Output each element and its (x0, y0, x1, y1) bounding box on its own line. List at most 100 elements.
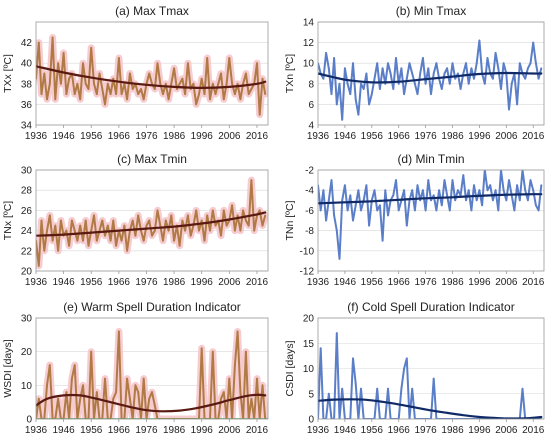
data-point (376, 62, 379, 65)
data-point (253, 229, 256, 232)
y-tick-label: 28 (21, 186, 33, 197)
data-point (162, 239, 164, 242)
data-point (502, 62, 505, 65)
x-tick-label: 1956 (80, 425, 103, 436)
y-tick-label: 22 (21, 246, 33, 257)
data-point (250, 397, 253, 400)
data-point (129, 397, 131, 400)
data-point (540, 67, 543, 70)
data-point (395, 57, 397, 59)
data-point (443, 179, 446, 182)
data-point (403, 93, 405, 95)
data-point (414, 209, 416, 212)
data-point (112, 219, 115, 222)
data-point (261, 224, 264, 227)
data-point (365, 184, 368, 187)
data-point (73, 93, 76, 95)
data-point (435, 62, 438, 65)
data-point (51, 239, 54, 242)
data-point (432, 194, 435, 197)
data-point (333, 214, 335, 217)
data-point (189, 234, 192, 237)
data-point (87, 88, 90, 90)
data-point (54, 98, 57, 101)
series-trend (36, 211, 267, 237)
x-tick-label: 1976 (414, 131, 437, 142)
data-point (151, 391, 153, 393)
y-tick-label: 10 (21, 381, 33, 392)
data-point (228, 57, 231, 59)
data-point (335, 332, 338, 334)
data-point (370, 93, 373, 95)
data-point (82, 62, 84, 65)
series-observed (318, 39, 543, 121)
data-point (403, 189, 405, 192)
data-point (236, 330, 239, 333)
x-tick-label: 2006 (218, 131, 241, 142)
x-tick-label: 2016 (246, 131, 269, 142)
y-tick-label: 42 (21, 38, 33, 49)
y-tick-label: 8 (308, 79, 314, 90)
panel-3: (c) Max Tmin TNx [ºC] 20 22 24 26 28 30 1936 1946… (2, 152, 269, 288)
data-point (57, 249, 59, 252)
data-point (411, 189, 414, 192)
data-point (381, 239, 384, 242)
data-point (176, 88, 178, 90)
data-point (349, 93, 352, 95)
data-point (40, 219, 43, 222)
data-point (71, 377, 73, 380)
data-point (151, 234, 153, 237)
data-point (173, 239, 176, 242)
data-point (537, 209, 540, 212)
data-point (162, 93, 164, 95)
data-point (532, 189, 535, 192)
x-tick-label: 1956 (361, 131, 384, 142)
data-point (115, 93, 117, 95)
panel-title: (a) Max Tmax (115, 4, 189, 18)
panel-title: (e) Warm Spell Duration Indicator (63, 300, 241, 314)
data-point (228, 377, 231, 380)
data-point (65, 229, 68, 232)
y-tick-label: 14 (303, 18, 315, 29)
x-tick-label: 1966 (388, 131, 411, 142)
data-point (478, 189, 481, 192)
data-point (405, 77, 408, 80)
y-tick-label: 0 (308, 415, 314, 426)
series-trend (36, 65, 267, 90)
x-tick-label: 2016 (522, 277, 545, 288)
data-point (142, 239, 145, 242)
data-point (446, 194, 448, 197)
data-point (106, 224, 109, 227)
data-point (206, 214, 209, 217)
data-point (438, 189, 440, 192)
data-point (508, 108, 510, 111)
data-point (203, 239, 206, 242)
data-point (489, 184, 492, 187)
panel-6: (f) Cold Spell Duration Indicator CSDI [d… (284, 300, 545, 436)
data-point (104, 103, 106, 106)
x-tick-label: 1996 (468, 277, 491, 288)
data-point (140, 229, 142, 232)
data-point (217, 82, 220, 85)
data-point (529, 62, 532, 65)
data-point (524, 77, 527, 80)
data-point (352, 219, 354, 222)
data-point (112, 397, 115, 400)
x-tick-label: 1986 (441, 425, 464, 436)
data-point (129, 72, 131, 75)
data-point (68, 244, 70, 247)
data-point (486, 57, 489, 59)
data-point (360, 82, 362, 85)
y-tick-label: -12 (300, 267, 315, 278)
data-point (195, 209, 198, 212)
data-point (360, 209, 362, 212)
data-point (43, 72, 46, 75)
data-point (405, 357, 408, 360)
data-point (264, 93, 267, 95)
data-point (264, 214, 267, 217)
data-point (387, 62, 389, 65)
y-tick-label: 20 (303, 314, 315, 325)
x-tick-label: 1946 (334, 277, 357, 288)
x-tick-label: 1966 (388, 425, 411, 436)
